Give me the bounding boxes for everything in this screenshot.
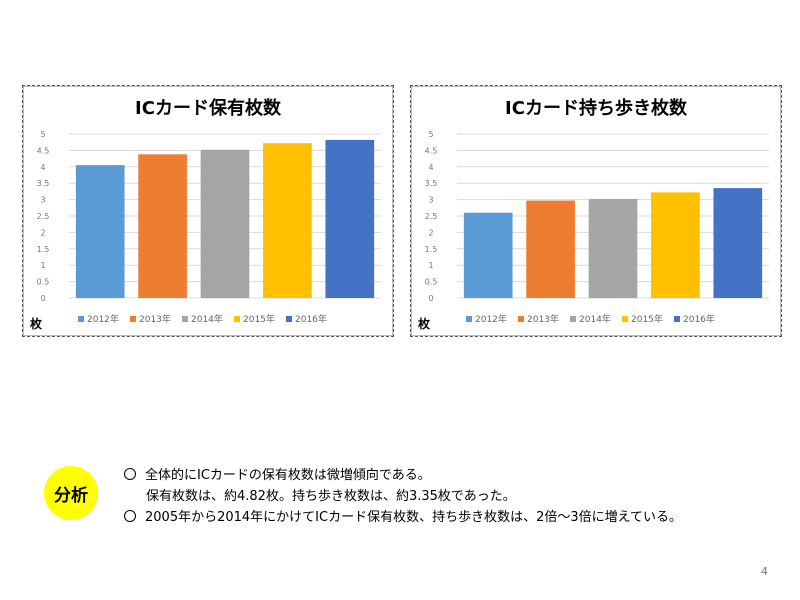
legend-label: 2015年 [631, 313, 663, 325]
bar-chart-plot: 0 0.5 1 1.5 2 2.5 3 3.5 4 4.5 5 2012年 2013年 2014年 2015… [37, 130, 381, 325]
y-tick-label: 0.5 [37, 278, 50, 287]
bar [526, 200, 575, 298]
legend-swatch [466, 316, 472, 322]
y-tick-label: 3 [428, 196, 433, 205]
circle-bullet-icon [124, 468, 136, 480]
y-tick-label: 3.5 [425, 179, 438, 188]
analysis-badge: 分析 [44, 466, 98, 520]
bar [75, 165, 125, 298]
legend-label: 2012年 [87, 313, 119, 325]
legend-swatch [286, 316, 292, 322]
y-tick-label: 1.5 [37, 245, 50, 254]
y-tick-label: 2.5 [37, 212, 50, 221]
legend-swatch [622, 316, 628, 322]
chart-title: ICカード持ち歩き枚数 [505, 98, 687, 119]
y-tick-label: 2 [428, 228, 433, 237]
y-tick-label: 4.5 [425, 146, 438, 155]
analysis-text: 全体的にICカードの保有枚数は微増傾向である。 保有枚数は、約4.82枚。持ち歩… [124, 465, 682, 528]
circle-bullet-icon [124, 510, 136, 522]
unit-label: 枚 [30, 317, 43, 331]
chart-ic-card-carried: ICカード持ち歩き枚数 0 0.5 1 1.5 2 2.5 3 3.5 4 4.5 5 2012年 20… [410, 85, 782, 337]
bar-chart-plot: 0 0.5 1 1.5 2 2.5 3 3.5 4 4.5 5 2012年 2013年 2014年 2015… [425, 130, 769, 325]
chart-title: ICカード保有枚数 [135, 98, 281, 119]
y-tick-label: 4 [40, 163, 45, 172]
page-number: 4 [761, 565, 768, 578]
legend-label: 2013年 [527, 313, 559, 325]
legend-label: 2013年 [139, 313, 171, 325]
y-tick-label: 1 [428, 261, 433, 270]
legend-swatch [674, 316, 680, 322]
unit-label: 枚 [418, 317, 431, 331]
analysis-line-2: 保有枚数は、約4.82枚。持ち歩き枚数は、約3.35枚であった。 [146, 489, 516, 504]
y-tick-label: 0 [428, 294, 433, 303]
legend-swatch [182, 316, 188, 322]
analysis-point-1-detail: 保有枚数は、約4.82枚。持ち歩き枚数は、約3.35枚であった。 [124, 486, 682, 507]
bar [200, 149, 250, 298]
legend-label: 2016年 [683, 313, 715, 325]
legend-swatch [570, 316, 576, 322]
analysis-point-2: 2005年から2014年にかけてICカード保有枚数、持ち歩き枚数は、2倍～3倍に… [124, 507, 682, 528]
y-tick-label: 2 [40, 228, 45, 237]
bar [138, 154, 187, 298]
analysis-line-3: 2005年から2014年にかけてICカード保有枚数、持ち歩き枚数は、2倍～3倍に… [145, 510, 682, 525]
bar [713, 188, 763, 298]
y-tick-label: 0 [40, 294, 45, 303]
y-tick-label: 1.5 [425, 245, 438, 254]
bar [651, 192, 700, 298]
y-tick-label: 1 [40, 261, 45, 270]
y-tick-label: 3.5 [37, 179, 50, 188]
bar [463, 212, 513, 298]
analysis-point-1: 全体的にICカードの保有枚数は微増傾向である。 [124, 465, 682, 486]
legend-label: 2014年 [191, 313, 223, 325]
y-tick-label: 5 [428, 130, 433, 139]
legend-label: 2012年 [475, 313, 507, 325]
legend-swatch [234, 316, 240, 322]
chart-ic-card-holdings: ICカード保有枚数 0 0.5 1 1.5 2 2.5 3 3.5 4 4.5 5 2012年 2013… [22, 85, 394, 337]
y-tick-label: 2.5 [425, 212, 438, 221]
y-tick-label: 4 [428, 163, 433, 172]
legend-label: 2016年 [295, 313, 327, 325]
bar [588, 198, 638, 298]
bar [325, 139, 375, 298]
analysis-line-1: 全体的にICカードの保有枚数は微増傾向である。 [145, 468, 431, 483]
legend-label: 2015年 [243, 313, 275, 325]
y-tick-label: 3 [40, 196, 45, 205]
legend-swatch [78, 316, 84, 322]
y-tick-label: 4.5 [37, 146, 50, 155]
y-tick-label: 5 [40, 130, 45, 139]
legend-label: 2014年 [579, 313, 611, 325]
bar [263, 143, 312, 298]
legend-swatch [130, 316, 136, 322]
legend-swatch [518, 316, 524, 322]
y-tick-label: 0.5 [425, 278, 438, 287]
